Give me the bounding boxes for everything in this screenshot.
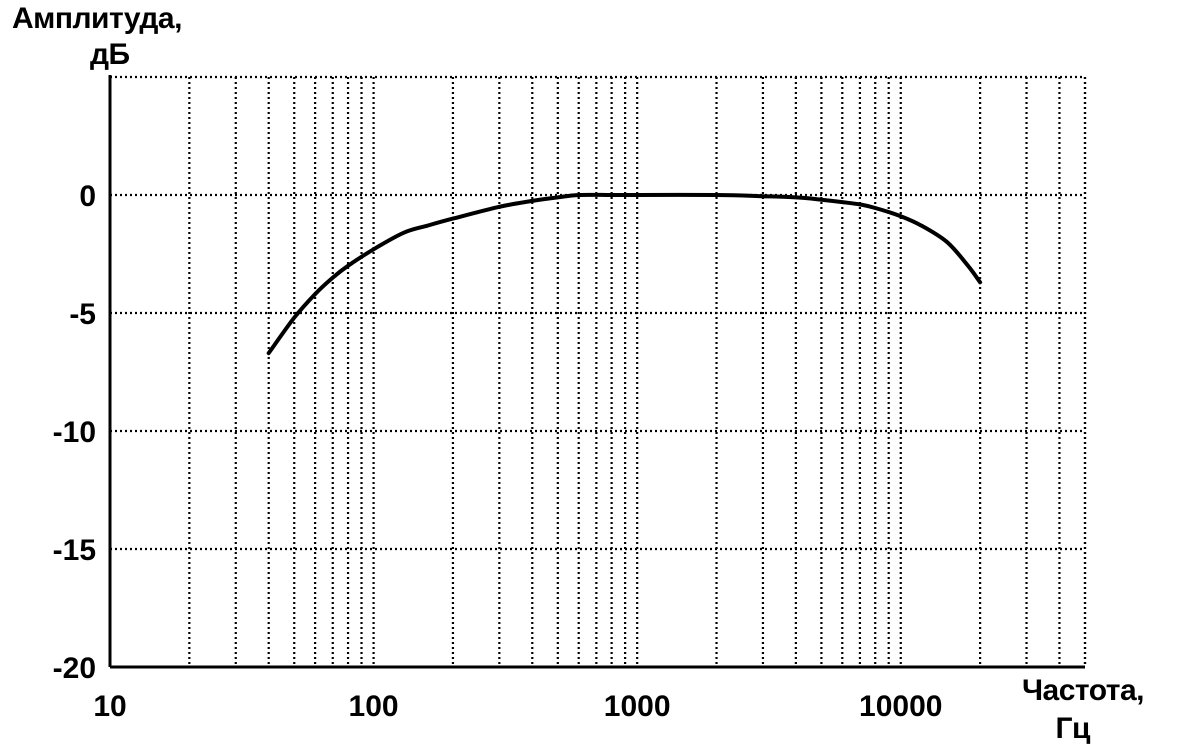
x-tick-label: 100 xyxy=(349,690,399,723)
x-axis-label-line-1: Частота, xyxy=(1021,674,1145,707)
y-tick-labels: 0 -5 -10 -15 -20 xyxy=(53,180,96,685)
y-tick-label: 0 xyxy=(79,180,96,213)
curve-layer xyxy=(266,192,983,356)
response-curve xyxy=(266,192,983,356)
grid-layer xyxy=(108,75,1087,667)
plot-frame xyxy=(108,75,1087,669)
y-tick-label: -20 xyxy=(53,652,96,685)
x-axis-label-line-2: Гц xyxy=(1055,712,1091,745)
y-tick-label: -10 xyxy=(53,416,96,449)
x-tick-label: 10 xyxy=(93,690,126,723)
x-tick-labels: 10 100 1000 10000 xyxy=(93,690,942,723)
y-tick-label: -15 xyxy=(53,534,96,567)
y-tick-label: -5 xyxy=(69,298,96,331)
y-axis-label-line-2: дБ xyxy=(90,38,130,71)
x-tick-label: 10000 xyxy=(859,690,942,723)
x-tick-label: 1000 xyxy=(604,690,671,723)
y-axis-label-line-1: Амплитуда, xyxy=(12,2,182,35)
